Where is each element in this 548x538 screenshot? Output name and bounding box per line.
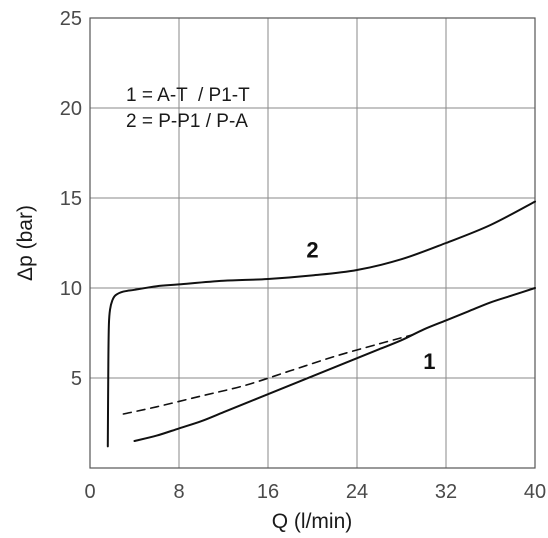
curve-label-1: 1 [423, 349, 435, 374]
y-axis-label: Δp (bar) [14, 205, 37, 281]
grid [90, 18, 535, 468]
x-tick-label-0: 0 [84, 481, 95, 503]
y-tick-label-2: 15 [60, 188, 82, 210]
y-tick-label-3: 20 [60, 98, 82, 120]
x-axis-label: Q (l/min) [272, 510, 353, 533]
curve-label-2: 2 [306, 237, 318, 262]
legend-line-2: 2 = P-P1 / P-A [126, 111, 248, 132]
x-tick-label-1: 8 [173, 481, 184, 503]
legend-line-1: 1 = A-T / P1-T [126, 85, 250, 106]
curve-labels: 21 [306, 237, 435, 374]
x-tick-label-5: 40 [524, 481, 546, 503]
plot-frame [89, 17, 536, 469]
y-tick-label-0: 5 [71, 368, 82, 390]
x-tick-label-2: 16 [257, 481, 279, 503]
y-tick-label-1: 10 [60, 278, 82, 300]
tick-labels: 0 8 16 24 32 40 5 10 15 20 25 [60, 8, 546, 503]
series-2-solid-line [106, 200, 536, 448]
series-group [106, 200, 536, 448]
y-tick-label-4: 25 [60, 8, 82, 30]
legend: 1 = A-T / P1-T 2 = P-P1 / P-A [126, 85, 250, 132]
series-1-solid-line [133, 287, 536, 442]
x-tick-label-4: 32 [435, 481, 457, 503]
x-tick-label-3: 24 [346, 481, 368, 503]
